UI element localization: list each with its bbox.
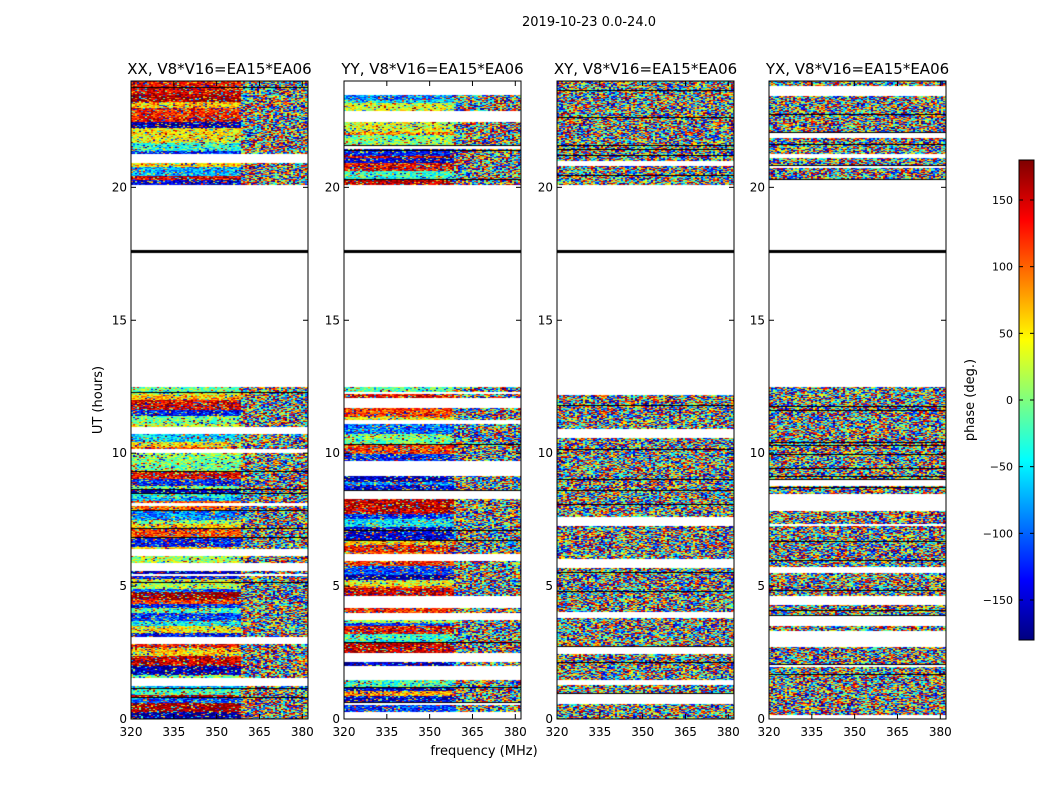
y-tick-label: 15 [325,313,340,327]
x-tick-label: 365 [461,725,484,739]
y-tick-label: 10 [112,446,127,460]
phase-heatmap [131,81,308,719]
x-tick-label: 320 [758,725,781,739]
phase-heatmap [557,81,734,719]
panel-frame [556,80,735,720]
x-tick-label: 335 [162,725,185,739]
y-tick-label: 10 [538,446,553,460]
x-tick-label: 350 [843,725,866,739]
y-tick-label: 5 [545,579,553,593]
x-tick-label: 320 [333,725,356,739]
x-tick-label: 335 [588,725,611,739]
y-tick-label: 10 [325,446,340,460]
x-tick-label: 380 [291,725,314,739]
x-tick-label: 320 [546,725,569,739]
panel-frame [343,80,522,720]
y-tick-label: 5 [332,579,340,593]
x-axis-label: frequency (MHz) [430,744,537,759]
y-axis-label: UT (hours) [91,366,106,434]
x-tick-label: 335 [375,725,398,739]
y-tick-label: 20 [325,180,340,194]
panel-xx: XX, V8*V16=EA15*EA06 320 335 350 365 380 0 5 10 1… [112,60,314,739]
panel-title: XX, V8*V16=EA15*EA06 [127,60,311,78]
y-tick-label: 10 [750,446,765,460]
x-tick-label: 365 [674,725,697,739]
x-tick-label: 320 [120,725,143,739]
x-tick-label: 365 [248,725,271,739]
phase-heatmap [769,81,946,719]
y-tick-label: 20 [750,180,765,194]
y-tick-label: 15 [538,313,553,327]
colorbar-tick-label: 150 [992,194,1013,207]
y-tick-label: 0 [757,712,765,726]
y-tick-label: 5 [757,579,765,593]
x-tick-label: 335 [800,725,823,739]
panel-title: XY, V8*V16=EA15*EA06 [554,60,737,78]
panel-title: YY, V8*V16=EA15*EA06 [340,60,523,78]
y-tick-label: 0 [545,712,553,726]
y-tick-label: 0 [332,712,340,726]
colorbar-label: phase (deg.) [963,359,978,441]
y-tick-label: 20 [112,180,127,194]
x-tick-label: 350 [205,725,228,739]
x-tick-label: 380 [504,725,527,739]
colorbar-ticks: −150 −100 −50 0 50 100 150 [983,194,1034,607]
panels: XX, V8*V16=EA15*EA06 320 335 350 365 380 0 5 10 1… [112,60,952,739]
y-tick-label: 5 [119,579,127,593]
y-tick-label: 15 [112,313,127,327]
panel-yy: YY, V8*V16=EA15*EA06 320 335 350 365 380 0 5 10 1… [325,60,527,739]
colorbar-tick-label: 100 [992,261,1013,274]
panel-xy: XY, V8*V16=EA15*EA06 320 335 350 365 380 0 5 10 1… [538,60,740,739]
colorbar-tick-label: −100 [983,527,1013,540]
x-tick-label: 380 [717,725,740,739]
x-tick-label: 380 [929,725,952,739]
panel-frame [768,80,947,720]
colorbar-tick-label: −150 [983,594,1013,607]
panel-yx: YX, V8*V16=EA15*EA06 320 335 350 365 380 0 5 10 1… [750,60,952,739]
x-tick-label: 350 [418,725,441,739]
colorbar: −150 −100 −50 0 50 100 150 phase (deg.) [963,159,1035,641]
colorbar-tick-label: 0 [1006,394,1013,407]
colorbar-tick-label: −50 [990,461,1013,474]
panel-title: YX, V8*V16=EA15*EA06 [765,60,949,78]
phase-heatmap [344,81,521,719]
x-tick-label: 350 [631,725,654,739]
x-tick-label: 365 [886,725,909,739]
y-tick-label: 0 [119,712,127,726]
colorbar-tick-label: 50 [999,327,1013,340]
figure-suptitle: 2019-10-23 0.0-24.0 [522,15,656,30]
panel-frame [130,80,309,720]
y-tick-label: 15 [750,313,765,327]
y-tick-label: 20 [538,180,553,194]
